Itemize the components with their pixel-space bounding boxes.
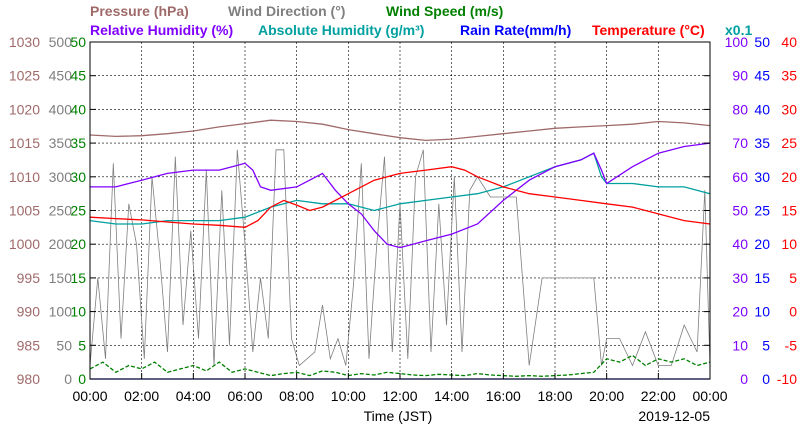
y-tick-label-pressure: 995 — [17, 270, 41, 286]
x-tick-label: 22:00 — [641, 388, 676, 404]
y-tick-label-wind_dir: 450 — [49, 68, 73, 84]
y-tick-label-rain: 35 — [754, 135, 770, 151]
y-tick-label-temp: 35 — [781, 68, 797, 84]
y-tick-label-wind_speed: 10 — [70, 304, 86, 320]
y-tick-label-wind_dir: 200 — [49, 236, 73, 252]
legend-wind-direction: Wind Direction (°) — [228, 3, 345, 19]
y-tick-label-rain: 45 — [754, 68, 770, 84]
legend: Pressure (hPa) Wind Direction (°) Wind S… — [90, 3, 752, 38]
y-tick-label-temp: -10 — [777, 371, 797, 387]
ah-multiplier-label: x0.1 — [725, 22, 752, 38]
y-tick-label-wind_speed: 40 — [70, 101, 86, 117]
y-tick-label-rain: 15 — [754, 270, 770, 286]
legend-wind-speed: Wind Speed (m/s) — [386, 3, 503, 19]
y-tick-label-rh: 10 — [732, 337, 748, 353]
y-tick-label-rain: 10 — [754, 304, 770, 320]
legend-relative-humidity: Relative Humidity (%) — [90, 22, 233, 38]
y-tick-label-wind_dir: 100 — [49, 304, 73, 320]
y-tick-label-wind_speed: 25 — [70, 203, 86, 219]
x-tick-label: 20:00 — [589, 388, 624, 404]
y-tick-label-temp: 15 — [781, 203, 797, 219]
y-tick-label-rh: 20 — [732, 304, 748, 320]
x-tick-label: 06:00 — [227, 388, 262, 404]
y-tick-label-rh: 30 — [732, 270, 748, 286]
y-tick-label-wind_dir: 0 — [64, 371, 72, 387]
y-tick-label-wind_speed: 0 — [78, 371, 86, 387]
y-tick-label-pressure: 1010 — [9, 169, 40, 185]
y-tick-label-rh: 90 — [732, 68, 748, 84]
y-tick-label-pressure: 1015 — [9, 135, 40, 151]
legend-absolute-humidity: Absolute Humidity (g/m³) — [258, 22, 424, 38]
y-tick-label-pressure: 1020 — [9, 101, 40, 117]
y-tick-label-temp: 30 — [781, 101, 797, 117]
y-tick-label-temp: 40 — [781, 34, 797, 50]
y-tick-label-temp: 25 — [781, 135, 797, 151]
y-tick-label-wind_dir: 400 — [49, 101, 73, 117]
y-tick-label-wind_dir: 250 — [49, 203, 73, 219]
series-line-wind_dir — [89, 149, 711, 367]
y-tick-label-wind_speed: 50 — [70, 34, 86, 50]
x-tick-label: 12:00 — [382, 388, 417, 404]
y-tick-label-rh: 40 — [732, 236, 748, 252]
y-tick-label-pressure: 990 — [17, 304, 41, 320]
y-tick-label-rain: 30 — [754, 169, 770, 185]
series-line-ah — [89, 152, 711, 225]
y-tick-label-wind_speed: 15 — [70, 270, 86, 286]
y-tick-label-pressure: 985 — [17, 337, 41, 353]
series-line-wind_speed — [89, 354, 711, 377]
y-tick-label-pressure: 980 — [17, 371, 41, 387]
y-tick-label-temp: -5 — [785, 337, 798, 353]
y-tick-label-rh: 70 — [732, 135, 748, 151]
series-line-pressure — [89, 119, 711, 142]
x-tick-label: 08:00 — [279, 388, 314, 404]
x-tick-label: 02:00 — [124, 388, 159, 404]
y-tick-label-wind_dir: 300 — [49, 169, 73, 185]
y-tick-label-rh: 50 — [732, 203, 748, 219]
y-tick-label-rh: 100 — [725, 34, 749, 50]
y-tick-label-rh: 60 — [732, 169, 748, 185]
y-tick-label-wind_dir: 50 — [56, 337, 72, 353]
y-tick-label-rain: 25 — [754, 203, 770, 219]
y-tick-label-wind_speed: 5 — [78, 337, 86, 353]
legend-temperature: Temperature (°C) — [592, 22, 705, 38]
y-tick-label-wind_dir: 150 — [49, 270, 73, 286]
x-tick-label: 14:00 — [434, 388, 469, 404]
legend-rain-rate: Rain Rate(mm/h) — [460, 22, 571, 38]
y-tick-label-pressure: 1000 — [9, 236, 40, 252]
y-tick-label-rain: 20 — [754, 236, 770, 252]
x-axis: 00:00 02:00 04:00 06:00 08:00 10:00 12:00 14:00… — [72, 373, 728, 404]
y-tick-label-pressure: 1005 — [9, 203, 40, 219]
y-tick-label-temp: 0 — [789, 304, 797, 320]
x-tick-label: 16:00 — [486, 388, 521, 404]
y-axes: 1030102510201015101010051000995990985980… — [9, 34, 797, 387]
y-tick-label-rain: 5 — [762, 337, 770, 353]
y-tick-label-temp: 5 — [789, 270, 797, 286]
y-tick-label-temp: 10 — [781, 236, 797, 252]
y-tick-label-rain: 50 — [754, 34, 770, 50]
x-tick-label: 00:00 — [692, 388, 727, 404]
y-tick-label-wind_speed: 35 — [70, 135, 86, 151]
y-tick-label-wind_speed: 30 — [70, 169, 86, 185]
series-line-temp — [89, 166, 711, 228]
legend-pressure: Pressure (hPa) — [90, 3, 189, 19]
y-tick-label-pressure: 1025 — [9, 68, 40, 84]
date-label: 2019-12-05 — [638, 408, 710, 424]
series-line-rh — [90, 142, 711, 249]
y-tick-label-wind_dir: 500 — [49, 34, 73, 50]
y-tick-label-rh: 80 — [732, 101, 748, 117]
y-tick-label-rain: 40 — [754, 101, 770, 117]
y-tick-label-rh: 0 — [740, 371, 748, 387]
x-axis-label: Time (JST) — [364, 408, 433, 424]
y-tick-label-wind_speed: 20 — [70, 236, 86, 252]
x-tick-label: 04:00 — [176, 388, 211, 404]
x-tick-label: 00:00 — [72, 388, 107, 404]
x-tick-label: 18:00 — [537, 388, 572, 404]
y-tick-label-wind_dir: 350 — [49, 135, 73, 151]
y-tick-label-wind_speed: 45 — [70, 68, 86, 84]
x-tick-label: 10:00 — [331, 388, 366, 404]
y-tick-label-pressure: 1030 — [9, 34, 40, 50]
y-tick-label-temp: 20 — [781, 169, 797, 185]
y-tick-label-rain: 0 — [762, 371, 770, 387]
